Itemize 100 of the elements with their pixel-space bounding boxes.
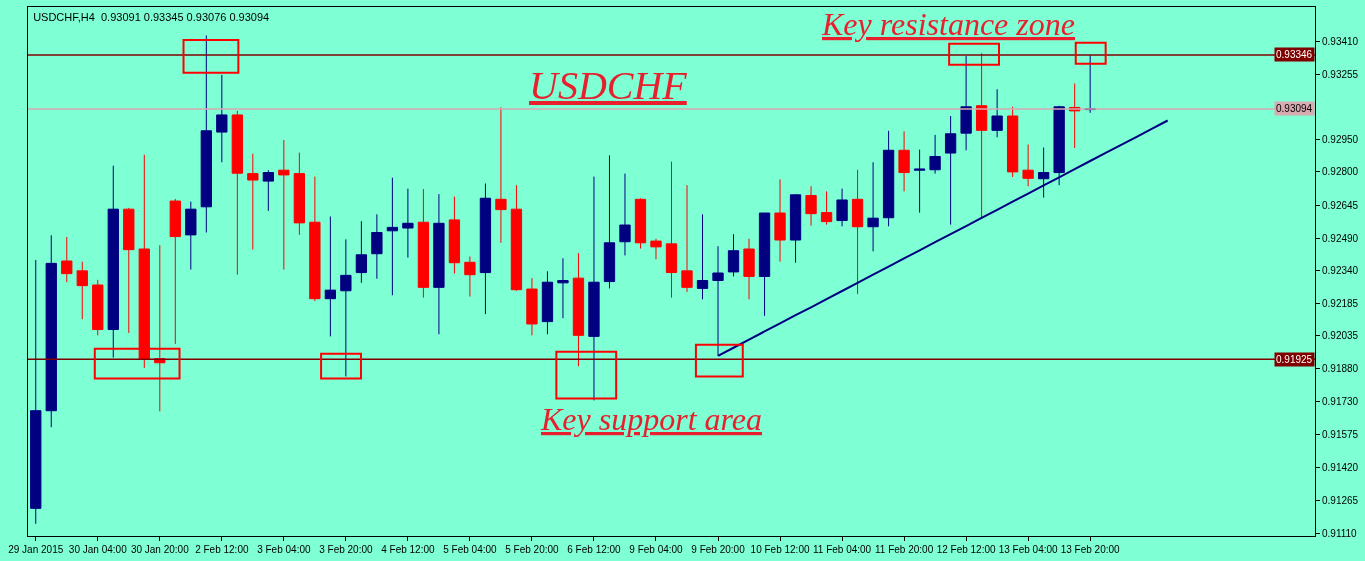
y-tick-label: 0.91110 [1322, 528, 1358, 540]
y-tick-label: 0.91420 [1322, 461, 1359, 473]
candlestick [619, 173, 631, 256]
x-tick-label: 11 Feb 20:00 [874, 544, 934, 555]
x-tick-label: 13 Feb 20:00 [1060, 544, 1121, 555]
x-tick-label: 12 Feb 12:00 [936, 544, 997, 555]
annotation: Key support area [540, 401, 763, 437]
candlestick [882, 130, 895, 227]
candlestick [61, 236, 73, 283]
candlestick [464, 256, 476, 298]
y-tick-label: 0.93410 [1322, 35, 1359, 47]
candlestick [479, 182, 492, 315]
candlestick [851, 169, 864, 295]
x-tick-label: 3 Feb 20:00 [319, 544, 373, 555]
ref-line-label: 0.91925 [1276, 354, 1313, 365]
ref-line-label: 0.93094 [1276, 103, 1313, 114]
candlestick [867, 161, 879, 252]
x-tick-label: 30 Jan 20:00 [130, 544, 190, 555]
candlestick [371, 213, 383, 280]
candlestick [448, 196, 461, 275]
candlestick [386, 177, 399, 296]
candlestick [169, 198, 181, 345]
candlestick [557, 257, 569, 319]
candlestick [355, 220, 368, 284]
candlestick [417, 188, 430, 299]
candlestick [262, 169, 274, 212]
candlestick [805, 185, 817, 227]
x-tick-label: 5 Feb 20:00 [505, 544, 560, 555]
x-tick-label: 3 Feb 04:00 [257, 544, 311, 555]
candlestick [76, 261, 88, 320]
candlestick [1006, 106, 1019, 178]
y-tick-label: 0.91265 [1322, 495, 1359, 507]
candlestick [231, 110, 243, 276]
candlestick [975, 52, 988, 219]
x-tick-label: 4 Feb 12:00 [381, 544, 436, 555]
candlestick [960, 55, 972, 151]
candlestick [743, 238, 755, 300]
candlestick [758, 212, 771, 317]
candlestick [402, 188, 414, 259]
candlestick [309, 176, 321, 302]
candlestick [929, 134, 941, 175]
y-tick-label: 0.91730 [1322, 395, 1359, 407]
candlestick [123, 207, 135, 334]
candlestick [185, 201, 197, 271]
y-tick-label: 0.91880 [1322, 363, 1359, 375]
candlestick [92, 279, 104, 336]
candlestick [681, 184, 693, 293]
annotation: Key resistance zone [821, 6, 1075, 42]
candlestick [510, 184, 523, 292]
candlestick [665, 161, 678, 299]
chart-title: USDCHF,H4 0.93091 0.93345 0.93076 0.93094 [33, 10, 270, 23]
candlestick [278, 139, 290, 271]
candlestick [45, 234, 57, 428]
x-tick-label: 11 Feb 04:00 [812, 544, 872, 555]
candlestick [898, 130, 910, 192]
x-tick-label: 6 Feb 12:00 [567, 544, 622, 555]
candlestick [588, 176, 600, 401]
candlestick [293, 152, 306, 236]
y-tick-label: 0.92340 [1322, 264, 1359, 276]
candlestick [944, 115, 957, 226]
candlestick [634, 197, 647, 250]
candlestick [433, 193, 445, 335]
y-tick-label: 0.92950 [1322, 134, 1359, 146]
candlestick [107, 165, 119, 359]
y-tick-label: 0.92490 [1322, 232, 1359, 244]
candlestick [789, 193, 802, 264]
candlestick [1037, 147, 1050, 199]
candlestick [30, 259, 42, 525]
candlestick [913, 149, 926, 214]
candlestick [650, 238, 662, 260]
y-tick-label: 0.92645 [1322, 199, 1359, 211]
candlestick [340, 238, 352, 377]
candlestick [774, 178, 786, 263]
y-tick-label: 0.93255 [1322, 68, 1359, 80]
x-tick-label: 2 Feb 12:00 [195, 544, 249, 555]
x-tick-label: 5 Feb 04:00 [443, 544, 498, 555]
y-tick-label: 0.91575 [1322, 428, 1359, 440]
candlestick [495, 106, 507, 244]
x-tick-label: 9 Feb 04:00 [629, 544, 684, 555]
ref-line-label: 0.93346 [1276, 49, 1313, 60]
candlestick [154, 244, 166, 412]
y-tick-label: 0.92185 [1322, 298, 1359, 310]
x-tick-label: 9 Feb 20:00 [691, 544, 746, 555]
candlestick [820, 190, 833, 226]
x-tick-label: 29 Jan 2015 [8, 544, 64, 555]
candlestick [526, 277, 538, 336]
x-tick-label: 10 Feb 12:00 [750, 544, 810, 555]
candlestick [200, 34, 212, 234]
candlestick [603, 154, 616, 289]
y-tick-label: 0.92800 [1322, 166, 1359, 178]
candlestick [541, 270, 554, 335]
candlestick [572, 252, 585, 367]
candlestick [247, 153, 259, 251]
candlestick [324, 215, 337, 337]
annotation: USDCHF [529, 63, 688, 108]
candlestick [696, 213, 709, 300]
candlestick [991, 88, 1003, 138]
candlestick [1022, 144, 1034, 187]
x-tick-label: 30 Jan 04:00 [68, 544, 128, 555]
y-tick-label: 0.92035 [1322, 330, 1359, 342]
